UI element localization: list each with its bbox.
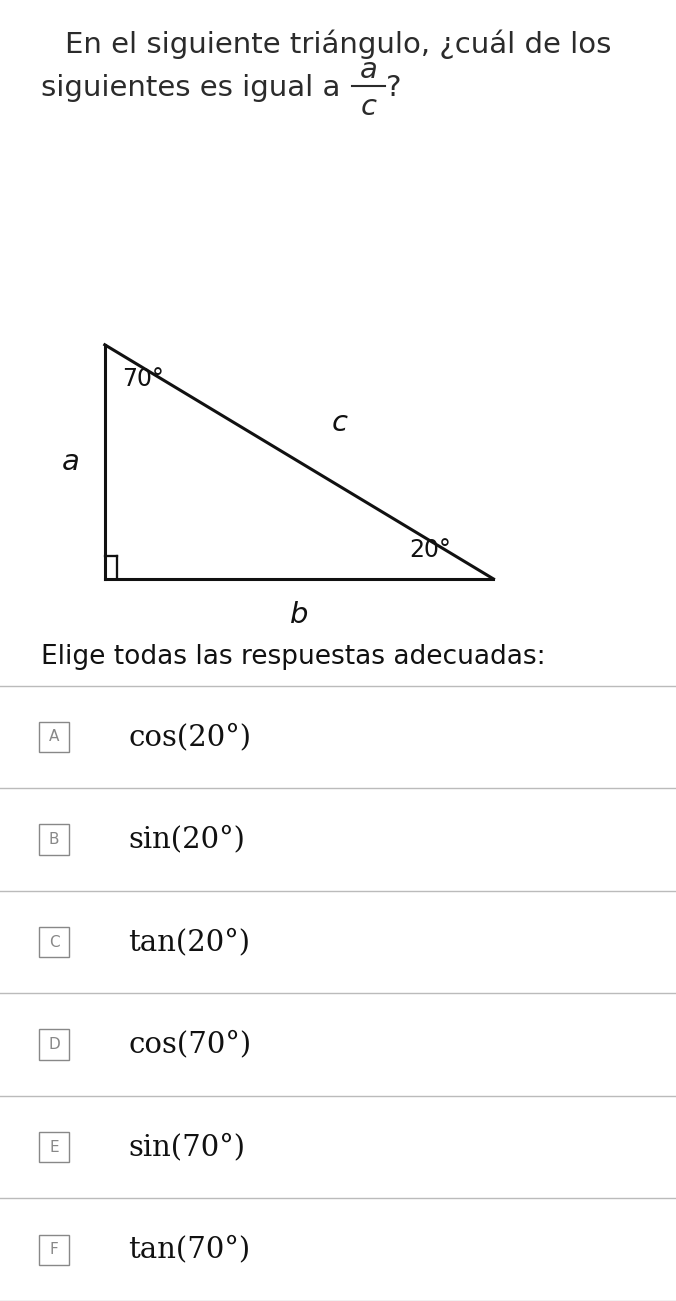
Text: tan(70°): tan(70°) <box>128 1236 251 1263</box>
Text: sin(20°): sin(20°) <box>128 825 245 853</box>
Text: A: A <box>49 730 59 744</box>
Text: ?: ? <box>387 74 402 103</box>
Text: tan(20°): tan(20°) <box>128 928 250 956</box>
Text: b: b <box>290 601 308 630</box>
Text: 70°: 70° <box>122 367 164 390</box>
Text: c: c <box>332 409 347 437</box>
Text: 20°: 20° <box>409 539 451 562</box>
Text: a: a <box>360 56 377 85</box>
Text: D: D <box>48 1037 60 1053</box>
Text: siguientes es igual a: siguientes es igual a <box>41 74 349 103</box>
Text: En el siguiente triángulo, ¿cuál de los: En el siguiente triángulo, ¿cuál de los <box>65 30 611 59</box>
Text: sin(70°): sin(70°) <box>128 1133 245 1162</box>
Text: cos(70°): cos(70°) <box>128 1030 251 1059</box>
Text: E: E <box>49 1140 59 1155</box>
Text: cos(20°): cos(20°) <box>128 723 251 751</box>
Text: F: F <box>50 1242 58 1257</box>
Text: Elige todas las respuestas adecuadas:: Elige todas las respuestas adecuadas: <box>41 644 545 670</box>
Text: a: a <box>62 448 80 476</box>
Text: C: C <box>49 934 59 950</box>
Text: B: B <box>49 831 59 847</box>
Text: c: c <box>360 92 377 121</box>
